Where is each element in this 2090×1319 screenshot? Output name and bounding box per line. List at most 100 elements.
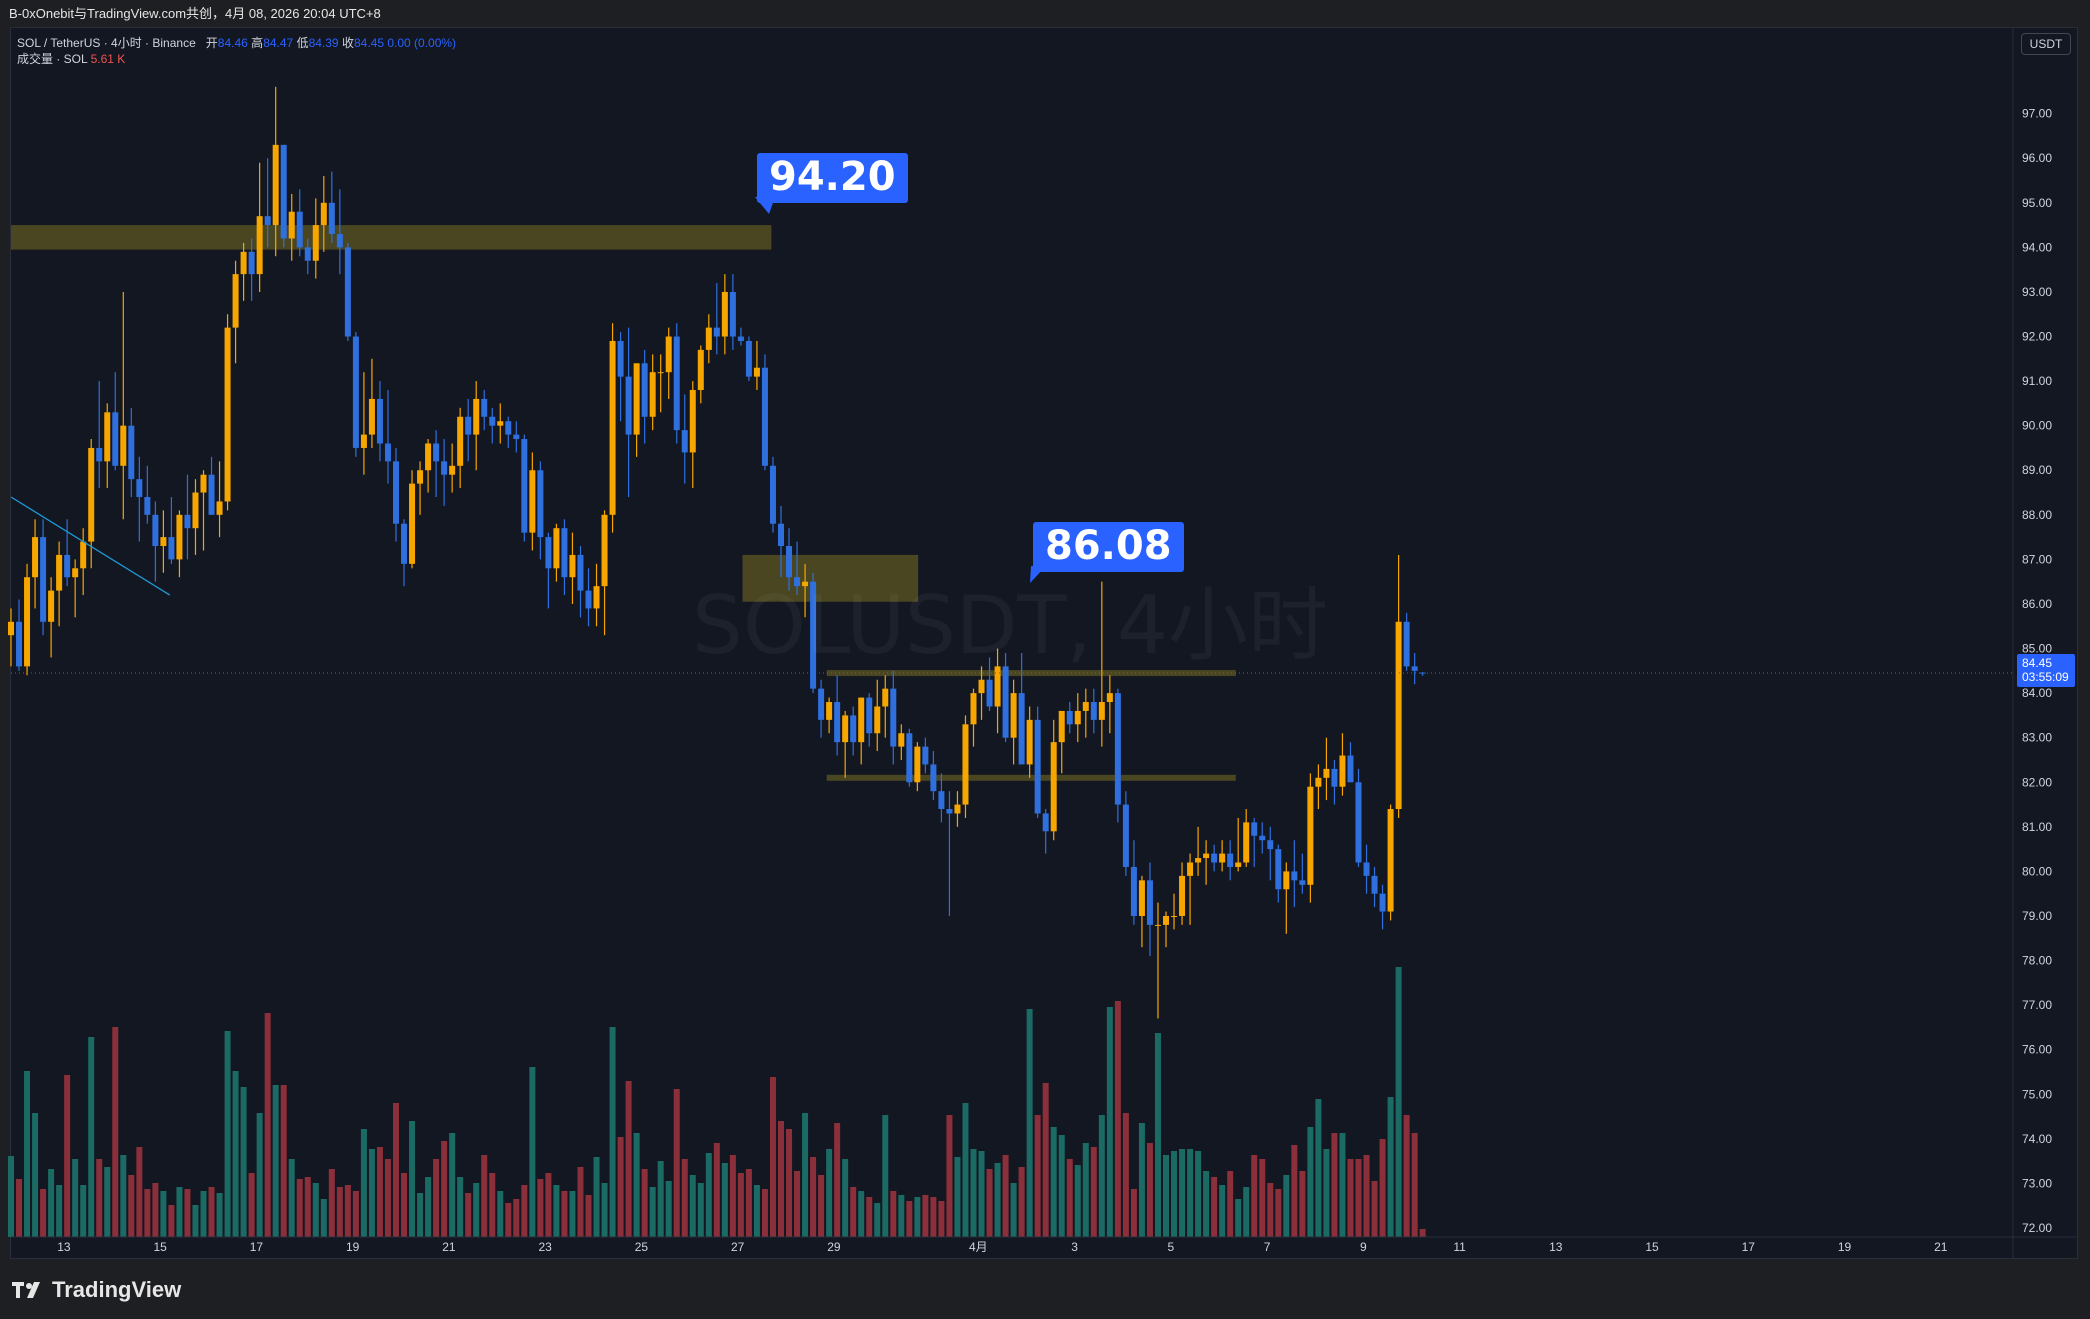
candle: [120, 291, 127, 520]
price-callout-lower[interactable]: 86.08: [1033, 522, 1184, 572]
candle: [497, 403, 504, 444]
volume-bar: [232, 1071, 239, 1237]
candle: [553, 523, 560, 582]
bar-countdown: 03:55:09: [2022, 670, 2069, 684]
candle: [978, 666, 985, 720]
candle-body: [80, 541, 87, 569]
volume-bar: [1403, 1115, 1410, 1237]
price-tick-label: 96.00: [2022, 151, 2052, 165]
volume-bar: [200, 1191, 207, 1237]
candle: [834, 675, 841, 756]
candle-body: [184, 514, 191, 529]
candle: [1034, 706, 1041, 818]
volume-bar: [16, 1179, 23, 1237]
candle: [874, 679, 881, 752]
volume-bar: [368, 1149, 375, 1237]
candle-body: [192, 492, 199, 529]
candle: [1179, 862, 1186, 925]
candle-body: [729, 291, 736, 337]
candle-body: [545, 537, 552, 569]
candle-body: [441, 461, 448, 475]
volume-bar: [1275, 1189, 1282, 1237]
candle: [368, 358, 375, 448]
price-tick-label: 88.00: [2022, 508, 2052, 522]
candle: [1082, 688, 1089, 738]
candle-body: [930, 764, 937, 792]
volume-bar: [978, 1151, 985, 1237]
volume-bar: [890, 1191, 897, 1237]
candle-body: [1050, 742, 1057, 832]
candle: [866, 693, 873, 747]
candle-body: [296, 211, 303, 248]
volume-bar: [320, 1199, 327, 1237]
candle: [192, 479, 199, 555]
candle: [914, 742, 921, 792]
candle-body: [1058, 710, 1065, 743]
candle-body: [465, 416, 472, 435]
volume-bar: [1171, 1151, 1178, 1237]
time-tick-label: 27: [731, 1240, 745, 1254]
candle-body: [88, 447, 95, 542]
candle: [1018, 653, 1025, 765]
currency-selector[interactable]: USDT: [2021, 33, 2071, 55]
candle-body: [8, 621, 14, 636]
volume-bar: [104, 1167, 111, 1237]
candle: [1171, 893, 1178, 930]
candle: [721, 274, 728, 355]
price-callout-upper[interactable]: 94.20: [757, 153, 908, 203]
time-tick-label: 7: [1264, 1240, 1271, 1254]
symbol-name[interactable]: SOL / TetherUS · 4小时 · Binance: [17, 36, 196, 50]
candle-body: [1419, 672, 1426, 674]
candle-body: [384, 443, 391, 462]
candle: [1002, 653, 1009, 743]
volume-bar: [168, 1205, 175, 1237]
candle: [842, 710, 849, 778]
volume-bar: [1146, 1143, 1153, 1237]
candle-body: [40, 537, 47, 622]
candle-body: [978, 679, 985, 694]
time-tick-label: 29: [827, 1240, 841, 1254]
volume-bar: [1411, 1133, 1418, 1237]
candle: [264, 158, 271, 248]
volume-bar: [128, 1175, 135, 1237]
volume-legend[interactable]: 成交量 · SOL 5.61 K: [17, 51, 125, 67]
candle: [1323, 737, 1330, 801]
volume-bar: [1219, 1185, 1226, 1237]
volume-bar: [802, 1113, 809, 1237]
candle-body: [1363, 862, 1370, 876]
symbol-legend[interactable]: SOL / TetherUS · 4小时 · Binance 开84.46 高8…: [17, 35, 456, 51]
candle-body: [1371, 875, 1378, 894]
volume-bar: [1082, 1143, 1089, 1237]
candle: [48, 577, 55, 658]
tradingview-logo[interactable]: TradingView: [12, 1277, 181, 1302]
candle: [657, 354, 664, 413]
volume-bar: [834, 1123, 841, 1237]
volume-bar: [1163, 1155, 1169, 1237]
candle: [1363, 844, 1370, 894]
price-tick-label: 84.00: [2022, 686, 2052, 700]
candle-body: [986, 679, 993, 707]
volume-bar: [1291, 1145, 1298, 1237]
volume-bar: [112, 1027, 119, 1237]
volume-bar: [497, 1191, 504, 1237]
candle-body: [168, 537, 175, 560]
candle-body: [665, 336, 672, 373]
volume-bar: [1235, 1199, 1242, 1237]
candle-body: [72, 568, 79, 578]
candle: [1130, 840, 1137, 925]
candle-body: [1275, 849, 1282, 890]
candle: [633, 363, 640, 457]
candle: [802, 563, 809, 618]
candle-body: [1387, 809, 1394, 912]
volume-bar: [561, 1191, 568, 1237]
volume-bar: [1259, 1159, 1266, 1237]
volume-bar: [778, 1121, 784, 1237]
candle-body: [264, 216, 271, 226]
candle-body: [810, 581, 817, 689]
candle-body: [473, 398, 480, 435]
candle: [545, 532, 552, 609]
volume-bar: [256, 1113, 263, 1237]
candle: [826, 697, 833, 734]
candle-body: [393, 461, 399, 524]
